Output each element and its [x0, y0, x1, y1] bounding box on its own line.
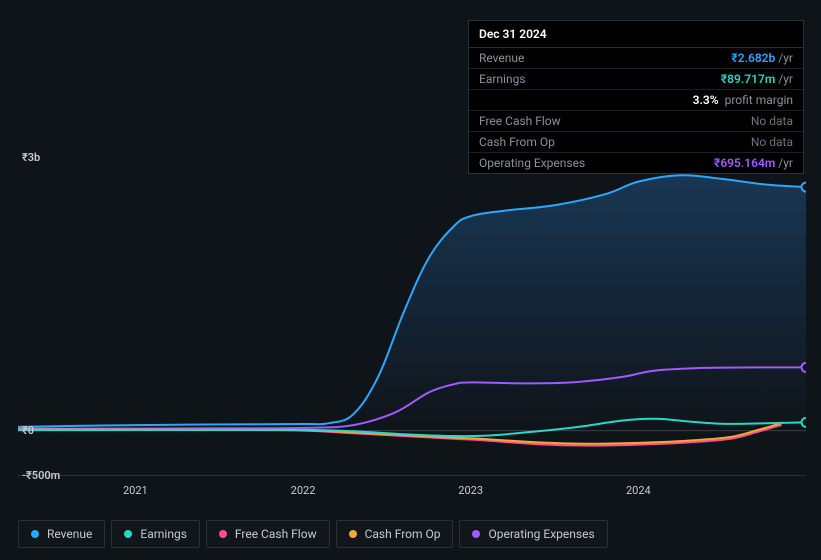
tooltip-metric-value: ₹2.682b/yr — [731, 51, 793, 65]
tooltip-metric-value: No data — [751, 114, 793, 128]
tooltip-row: Revenue ₹2.682b/yr — [469, 48, 803, 69]
tooltip-metric-value: No data — [751, 135, 793, 149]
legend-label: Revenue — [47, 527, 92, 541]
tooltip-row: Operating Expenses ₹695.164m/yr — [469, 153, 803, 173]
legend-dot-icon — [124, 530, 132, 538]
legend-dot-icon — [349, 530, 357, 538]
tooltip-date: Dec 31 2024 — [469, 21, 803, 48]
chart-tooltip: Dec 31 2024 Revenue ₹2.682b/yr Earnings ₹89… — [468, 20, 804, 174]
tooltip-metric-value: ₹89.717m/yr — [721, 72, 793, 86]
x-axis-label: 2022 — [291, 484, 316, 497]
financials-chart: ₹3b₹0-₹500m 2021202220232024 — [18, 158, 806, 476]
revenue-area — [18, 175, 806, 430]
tooltip-metric-label: Operating Expenses — [479, 156, 585, 170]
legend-free-cash-flow[interactable]: Free Cash Flow — [206, 520, 330, 548]
revenue-end-marker — [802, 183, 807, 192]
legend-dot-icon — [31, 530, 39, 538]
earnings-end-marker — [802, 418, 807, 427]
y-axis-label: -₹500m — [22, 469, 60, 482]
tooltip-profit-margin: 3.3% profit margin — [693, 93, 793, 107]
tooltip-metric-label: Earnings — [479, 72, 526, 86]
x-axis-label: 2024 — [626, 484, 651, 497]
legend-operating-expenses[interactable]: Operating Expenses — [459, 520, 607, 548]
legend-revenue[interactable]: Revenue — [18, 520, 105, 548]
tooltip-row: 3.3% profit margin — [469, 90, 803, 111]
tooltip-row: Free Cash Flow No data — [469, 111, 803, 132]
legend-dot-icon — [219, 530, 227, 538]
tooltip-metric-label: Revenue — [479, 51, 524, 65]
legend-label: Free Cash Flow — [235, 527, 317, 541]
tooltip-row: Earnings ₹89.717m/yr — [469, 69, 803, 90]
tooltip-row: Cash From Op No data — [469, 132, 803, 153]
tooltip-metric-label: Cash From Op — [479, 135, 555, 149]
y-axis-label: ₹3b — [22, 151, 40, 164]
tooltip-metric-value: ₹695.164m/yr — [714, 156, 793, 170]
legend-earnings[interactable]: Earnings — [111, 520, 200, 548]
legend-dot-icon — [472, 530, 480, 538]
y-axis-label: ₹0 — [22, 424, 34, 437]
legend-label: Operating Expenses — [488, 527, 594, 541]
legend-label: Cash From Op — [365, 527, 441, 541]
x-axis-label: 2023 — [458, 484, 483, 497]
tooltip-metric-label: Free Cash Flow — [479, 114, 561, 128]
legend-label: Earnings — [140, 527, 187, 541]
operating-expenses-end-marker — [802, 363, 807, 372]
legend-cash-from-op[interactable]: Cash From Op — [336, 520, 454, 548]
chart-legend: Revenue Earnings Free Cash Flow Cash From O… — [18, 520, 608, 548]
x-axis-label: 2021 — [123, 484, 148, 497]
chart-canvas — [18, 158, 806, 476]
